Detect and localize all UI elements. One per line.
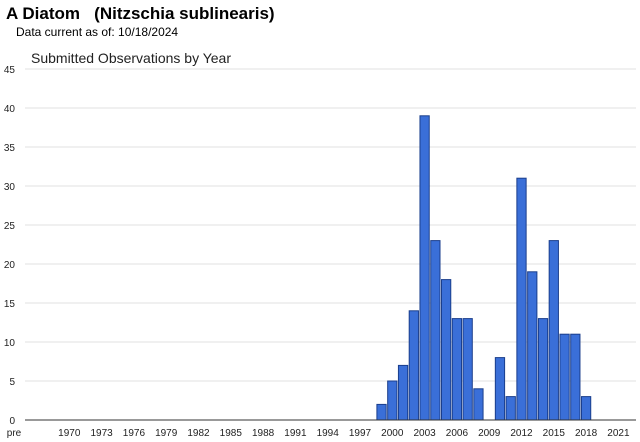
- bar: 2006: 13: [451, 318, 463, 421]
- x-tick-label: 1991: [284, 428, 307, 439]
- y-tick-label: 10: [4, 338, 16, 349]
- x-tick-label: 2015: [543, 428, 566, 439]
- x-tick-label: 1973: [90, 428, 113, 439]
- x-tick-label: 1985: [220, 428, 243, 439]
- x-tick-label: 2006: [446, 428, 469, 439]
- x-axis-ticks: pre 1970 1973 1976 1979 1982 1985 1988 1991 1994 1…: [7, 428, 640, 439]
- y-tick-label: 0: [9, 416, 15, 427]
- y-tick-label: 45: [4, 65, 16, 76]
- bars: 1999: 22000: 52001: 72002: 142003: 39200…: [376, 115, 592, 421]
- y-tick-label: 35: [4, 143, 16, 154]
- bar: 2015: 23: [548, 240, 559, 421]
- y-tick-label: 15: [4, 299, 16, 310]
- bar: 2008: 4: [473, 388, 484, 421]
- x-tick-label: 1976: [123, 428, 146, 439]
- x-tick-label: 1970: [58, 428, 81, 439]
- data-current-label: Data current as of: 10/18/2024: [16, 25, 179, 39]
- bar: 2011: 3: [505, 396, 516, 421]
- x-tick-label: 2012: [510, 428, 533, 439]
- y-tick-label: 5: [9, 377, 15, 388]
- y-axis-ticks: 0 5 10 15 20 25 30 35 40 45: [4, 65, 16, 427]
- x-tick-label: 2018: [575, 428, 598, 439]
- x-tick-label: 1982: [187, 428, 210, 439]
- bar: 2018: 3: [580, 396, 592, 421]
- x-tick-label: 2003: [413, 428, 436, 439]
- bar: 2017: 11: [570, 333, 581, 421]
- bar: 2016: 11: [559, 333, 570, 421]
- y-tick-label: 30: [4, 182, 16, 193]
- x-tick-label: 1979: [155, 428, 178, 439]
- x-tick-label: 2021: [607, 428, 630, 439]
- x-tick-label: 2009: [478, 428, 501, 439]
- bar: 2013: 19: [527, 271, 538, 421]
- x-tick-label: 2000: [381, 428, 404, 439]
- page-title: A Diatom (Nitzschia sublinearis): [6, 4, 275, 23]
- y-tick-label: 20: [4, 260, 16, 271]
- x-tick-label: 1994: [317, 428, 340, 439]
- y-tick-label: 40: [4, 104, 16, 115]
- bar: 2003: 39: [419, 115, 430, 421]
- x-tick-label: pre: [7, 428, 22, 439]
- bar: 2005: 18: [441, 279, 452, 421]
- bar: 2004: 23: [430, 240, 441, 421]
- x-tick-label: 1997: [349, 428, 372, 439]
- x-tick-label: 1988: [252, 428, 275, 439]
- bar: 2012: 31: [516, 177, 527, 421]
- bar: 2007: 13: [462, 318, 473, 421]
- bar: 2010: 8: [494, 357, 506, 421]
- bar: 2014: 13: [537, 318, 549, 421]
- bar: 1999: 2: [376, 403, 387, 421]
- bar: 2000: 5: [387, 380, 398, 421]
- chart-title: Submitted Observations by Year: [31, 50, 231, 66]
- y-tick-label: 25: [4, 221, 16, 232]
- bar: 2001: 7: [397, 364, 409, 421]
- bar: 2002: 14: [408, 310, 419, 421]
